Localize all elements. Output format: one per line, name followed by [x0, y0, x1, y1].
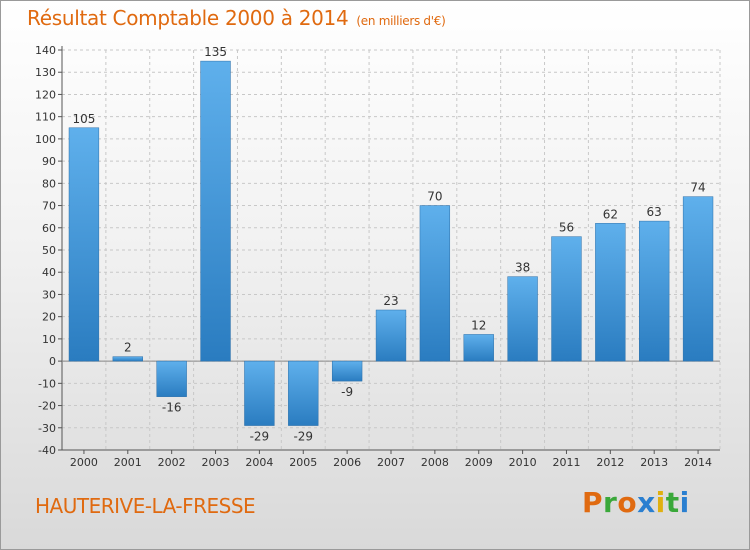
data-label-2008: 70 [427, 190, 442, 204]
proxiti-logo: Proxiti [582, 486, 690, 519]
x-tick-label-2008: 2008 [421, 456, 449, 469]
y-tick-label: 0 [49, 355, 56, 368]
x-tick-label-2009: 2009 [465, 456, 493, 469]
x-tick-label-2014: 2014 [684, 456, 712, 469]
data-label-2012: 62 [603, 207, 618, 221]
logo-letter: r [603, 486, 618, 519]
y-tick-label: -40 [38, 444, 56, 457]
data-label-2000: 105 [72, 112, 95, 126]
x-tick-label-2011: 2011 [552, 456, 580, 469]
x-tick-label-2004: 2004 [245, 456, 273, 469]
chart-title-text: Résultat Comptable 2000 à 2014 [27, 6, 349, 30]
logo-letter: i [679, 486, 690, 519]
x-tick-label-2001: 2001 [114, 456, 142, 469]
axes: -40 -30 -20 -10 0 10 20 30 40 50 60 70 80 90 100 110 120… [35, 44, 720, 469]
commune-name: HAUTERIVE-LA-FRESSE [35, 494, 256, 518]
bar-2013 [639, 220, 670, 362]
bar-2011 [551, 236, 582, 362]
bar-2001 [112, 356, 143, 362]
y-tick-label: 40 [42, 266, 56, 279]
x-tick-label-2005: 2005 [289, 456, 317, 469]
y-tick-label: 10 [42, 333, 56, 346]
x-tick-label-2007: 2007 [377, 456, 405, 469]
logo-letter: i [655, 486, 666, 519]
data-label-2006: -9 [341, 385, 353, 399]
y-tick-label: 60 [42, 222, 56, 235]
x-tick-label-2010: 2010 [509, 456, 537, 469]
data-label-2001: 2 [124, 341, 132, 355]
bar-2003 [200, 60, 231, 362]
bar-2008 [419, 205, 451, 362]
logo-letter: x [637, 486, 656, 519]
y-tick-label: 110 [35, 111, 56, 124]
bars [68, 60, 714, 426]
y-tick-label: 80 [42, 177, 56, 190]
data-label-2010: 38 [515, 261, 530, 275]
x-tick-label-2013: 2013 [640, 456, 668, 469]
y-tick-label: 70 [42, 200, 56, 213]
bar-2005 [288, 360, 319, 426]
data-label-2005: -29 [293, 430, 313, 444]
y-tick-label: 20 [42, 311, 56, 324]
x-tick-label-2003: 2003 [202, 456, 230, 469]
bar-2004 [244, 360, 275, 426]
y-tick-label: -20 [38, 400, 56, 413]
bar-2007 [375, 309, 407, 362]
y-tick-label: 100 [35, 133, 56, 146]
data-labels: 105 2 -16 135 -29 -29 -9 23 70 12 38 56 62 63 74 [72, 45, 705, 443]
x-tick-label-2002: 2002 [158, 456, 186, 469]
x-tick-label-2000: 2000 [70, 456, 98, 469]
logo-letter: t [665, 486, 680, 519]
y-tick-label: -30 [38, 422, 56, 435]
bar-2010 [507, 276, 538, 362]
bar-2014 [682, 196, 714, 362]
y-tick-label: 130 [35, 66, 56, 79]
y-tick-label: 30 [42, 288, 56, 301]
bar-2009 [463, 334, 494, 362]
data-label-2011: 56 [559, 221, 574, 235]
bar-2006 [331, 360, 363, 382]
logo-letter: o [617, 486, 638, 519]
data-label-2002: -16 [162, 401, 182, 415]
data-label-2013: 63 [647, 205, 662, 219]
data-label-2003: 135 [204, 45, 227, 59]
y-tick-label: 50 [42, 244, 56, 257]
logo-letter: P [582, 486, 604, 519]
x-tick-label-2006: 2006 [333, 456, 361, 469]
data-label-2007: 23 [383, 294, 398, 308]
data-label-2014: 74 [690, 181, 705, 195]
bar-2012 [595, 223, 626, 362]
bar-2000 [68, 127, 100, 362]
data-label-2009: 12 [471, 318, 486, 332]
chart-unit-label: (en milliers d'€) [356, 14, 446, 28]
bar-2002 [156, 360, 187, 397]
y-tick-label: 90 [42, 155, 56, 168]
y-tick-label: 140 [35, 44, 56, 57]
y-tick-label: 120 [35, 88, 56, 101]
data-label-2004: -29 [250, 430, 270, 444]
y-tick-label: -10 [38, 377, 56, 390]
x-tick-label-2012: 2012 [596, 456, 624, 469]
chart-title: Résultat Comptable 2000 à 2014 (en millie… [27, 6, 446, 30]
